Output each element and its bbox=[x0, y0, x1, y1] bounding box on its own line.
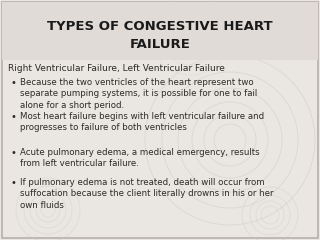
Text: Because the two ventricles of the heart represent two
separate pumping systems, : Because the two ventricles of the heart … bbox=[20, 78, 257, 110]
Text: FAILURE: FAILURE bbox=[130, 38, 190, 51]
Text: •: • bbox=[10, 148, 16, 158]
Text: If pulmonary edema is not treated, death will occur from
suffocation because the: If pulmonary edema is not treated, death… bbox=[20, 178, 274, 210]
Text: Acute pulmonary edema, a medical emergency, results
from left ventricular failur: Acute pulmonary edema, a medical emergen… bbox=[20, 148, 260, 168]
Text: •: • bbox=[10, 178, 16, 188]
Text: Most heart failure begins with left ventricular failure and
progresses to failur: Most heart failure begins with left vent… bbox=[20, 112, 264, 132]
Text: •: • bbox=[10, 112, 16, 122]
FancyBboxPatch shape bbox=[2, 2, 318, 60]
FancyBboxPatch shape bbox=[2, 2, 318, 238]
Text: TYPES OF CONGESTIVE HEART: TYPES OF CONGESTIVE HEART bbox=[47, 20, 273, 33]
Text: Right Ventricular Failure, Left Ventricular Failure: Right Ventricular Failure, Left Ventricu… bbox=[8, 64, 225, 73]
Text: •: • bbox=[10, 78, 16, 88]
